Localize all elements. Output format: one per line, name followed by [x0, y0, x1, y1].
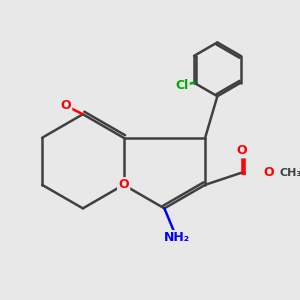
Text: Cl: Cl	[175, 79, 188, 92]
Text: O: O	[236, 144, 247, 157]
Text: CH₃: CH₃	[280, 168, 300, 178]
Text: O: O	[263, 166, 274, 179]
Text: O: O	[60, 99, 71, 112]
Text: NH₂: NH₂	[164, 231, 190, 244]
Text: O: O	[118, 178, 129, 191]
